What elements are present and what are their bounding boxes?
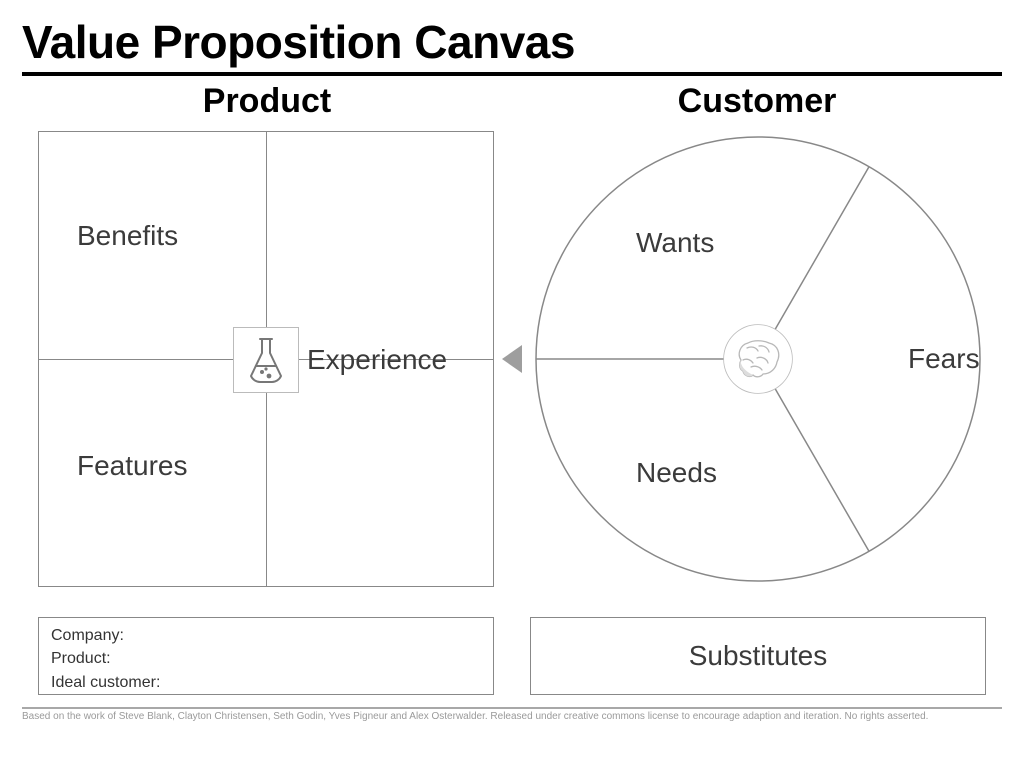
canvas-area: Benefits Features Experience: [22, 131, 1002, 611]
info-company-label: Company:: [51, 624, 481, 647]
customer-heading: Customer: [512, 82, 1002, 121]
page-title: Value Proposition Canvas: [22, 18, 1002, 66]
product-heading: Product: [22, 82, 512, 121]
info-ideal-customer-label: Ideal customer:: [51, 671, 481, 694]
title-divider: [22, 72, 1002, 76]
product-square: Benefits Features Experience: [38, 131, 494, 587]
label-substitutes: Substitutes: [689, 640, 828, 672]
label-features: Features: [77, 450, 188, 482]
flask-icon: [245, 336, 287, 384]
substitutes-box: Substitutes: [530, 617, 986, 695]
label-fears: Fears: [908, 343, 980, 375]
info-product-label: Product:: [51, 647, 481, 670]
label-benefits: Benefits: [77, 220, 178, 252]
info-box: Company: Product: Ideal customer:: [38, 617, 494, 695]
label-experience: Experience: [307, 344, 447, 376]
footnote: Based on the work of Steve Blank, Clayto…: [22, 711, 1002, 728]
label-wants: Wants: [636, 227, 714, 259]
footer-divider: [22, 707, 1002, 709]
customer-center-icon-box: [724, 325, 792, 393]
product-center-icon-box: [233, 327, 299, 393]
arrow-left-icon: [502, 345, 522, 373]
brain-icon: [733, 338, 783, 380]
label-needs: Needs: [636, 457, 717, 489]
